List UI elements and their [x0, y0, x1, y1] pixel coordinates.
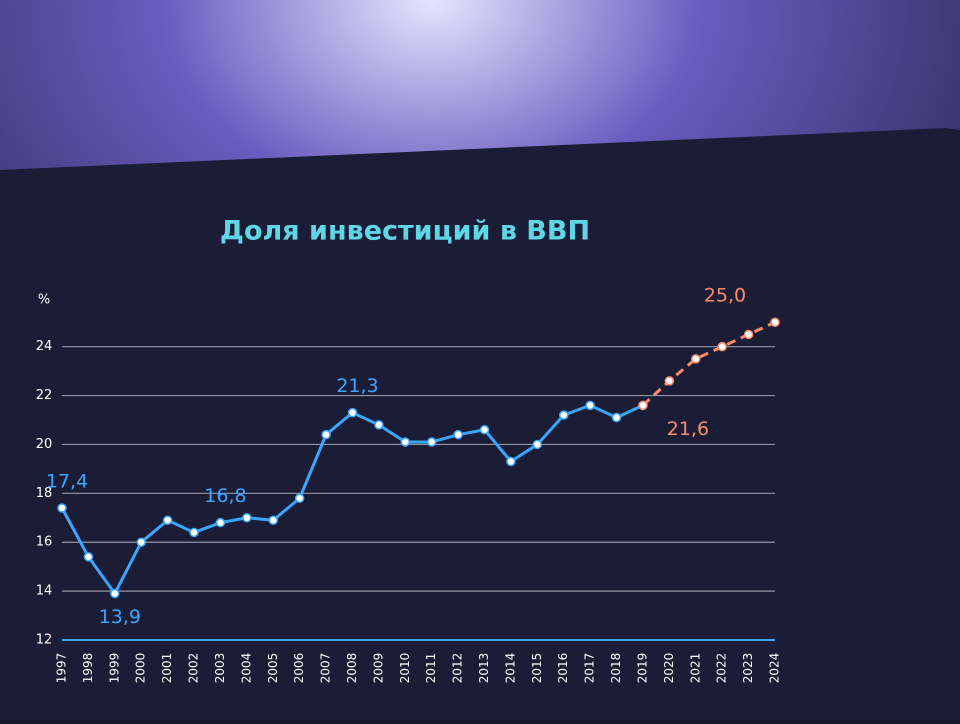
data-point: [611, 412, 622, 423]
x-tick-label: 2022: [715, 653, 729, 684]
y-tick-label: 18: [36, 486, 53, 501]
x-tick-label: 2005: [266, 653, 280, 684]
data-label: 21,6: [667, 418, 709, 440]
data-point: [374, 420, 384, 430]
data-point: [136, 537, 146, 547]
data-point: [664, 376, 675, 386]
x-tick-label: 2004: [239, 653, 253, 684]
y-tick-label: 20: [36, 437, 53, 452]
slide: [0, 128, 960, 720]
x-tick-label: 2015: [530, 653, 544, 684]
data-point: [83, 552, 94, 562]
data-point: [743, 329, 754, 340]
x-tick-label: 2010: [398, 653, 412, 684]
data-point: [110, 588, 120, 599]
x-tick-label: 2016: [556, 653, 570, 684]
data-point: [347, 407, 358, 418]
data-point: [506, 456, 516, 467]
data-point: [400, 437, 411, 447]
data-point: [532, 439, 543, 450]
data-point: [717, 341, 727, 352]
x-tick-label: 2011: [424, 653, 438, 684]
y-tick-label: 22: [36, 388, 53, 403]
x-tick-label: 2017: [583, 653, 597, 684]
x-tick-label: 2007: [319, 653, 333, 684]
x-tick-label: 2023: [741, 653, 755, 684]
data-point: [162, 515, 173, 525]
data-point: [770, 317, 780, 327]
data-point: [294, 493, 305, 503]
x-tick-label: 2021: [688, 653, 702, 684]
x-tick-label: 2014: [503, 653, 517, 684]
x-tick-label: 2024: [768, 653, 782, 684]
data-point: [215, 517, 226, 528]
x-tick-label: 2001: [160, 653, 174, 684]
x-tick-label: 2006: [292, 653, 306, 684]
y-tick-label: 24: [36, 339, 53, 354]
data-point: [57, 503, 67, 513]
x-tick-label: 2013: [477, 653, 491, 684]
y-tick-label: 16: [36, 535, 53, 550]
x-tick-label: 2002: [187, 653, 201, 684]
data-point: [242, 513, 252, 523]
chart-title: Доля инвестиций в ВВП: [220, 216, 590, 247]
data-point: [268, 515, 279, 525]
data-label: 25,0: [704, 285, 746, 307]
data-label: 17,4: [46, 471, 88, 493]
x-tick-label: 2019: [635, 653, 649, 684]
data-point: [479, 425, 490, 435]
data-label: 13,9: [99, 606, 141, 628]
x-tick-label: 2012: [451, 653, 465, 684]
x-tick-label: 2018: [609, 653, 623, 684]
data-point: [426, 437, 437, 447]
data-point: [321, 429, 331, 440]
x-tick-label: 1999: [107, 653, 121, 684]
data-point: [691, 354, 701, 364]
x-tick-label: 2009: [371, 653, 385, 684]
x-tick-label: 1998: [81, 653, 95, 684]
data-point: [558, 410, 569, 420]
y-axis-label: %: [38, 293, 50, 308]
x-tick-label: 2008: [345, 653, 359, 684]
data-label: 21,3: [336, 375, 378, 397]
x-tick-label: 2000: [134, 653, 148, 684]
data-point: [585, 400, 595, 411]
y-tick-label: 12: [36, 633, 53, 648]
data-point: [453, 429, 463, 440]
x-tick-label: 1997: [55, 653, 69, 684]
y-tick-label: 14: [36, 584, 53, 599]
data-point: [638, 400, 648, 411]
data-point: [189, 527, 199, 538]
x-tick-label: 2020: [662, 653, 676, 684]
x-tick-label: 2003: [213, 653, 227, 684]
data-label: 16,8: [204, 485, 246, 507]
